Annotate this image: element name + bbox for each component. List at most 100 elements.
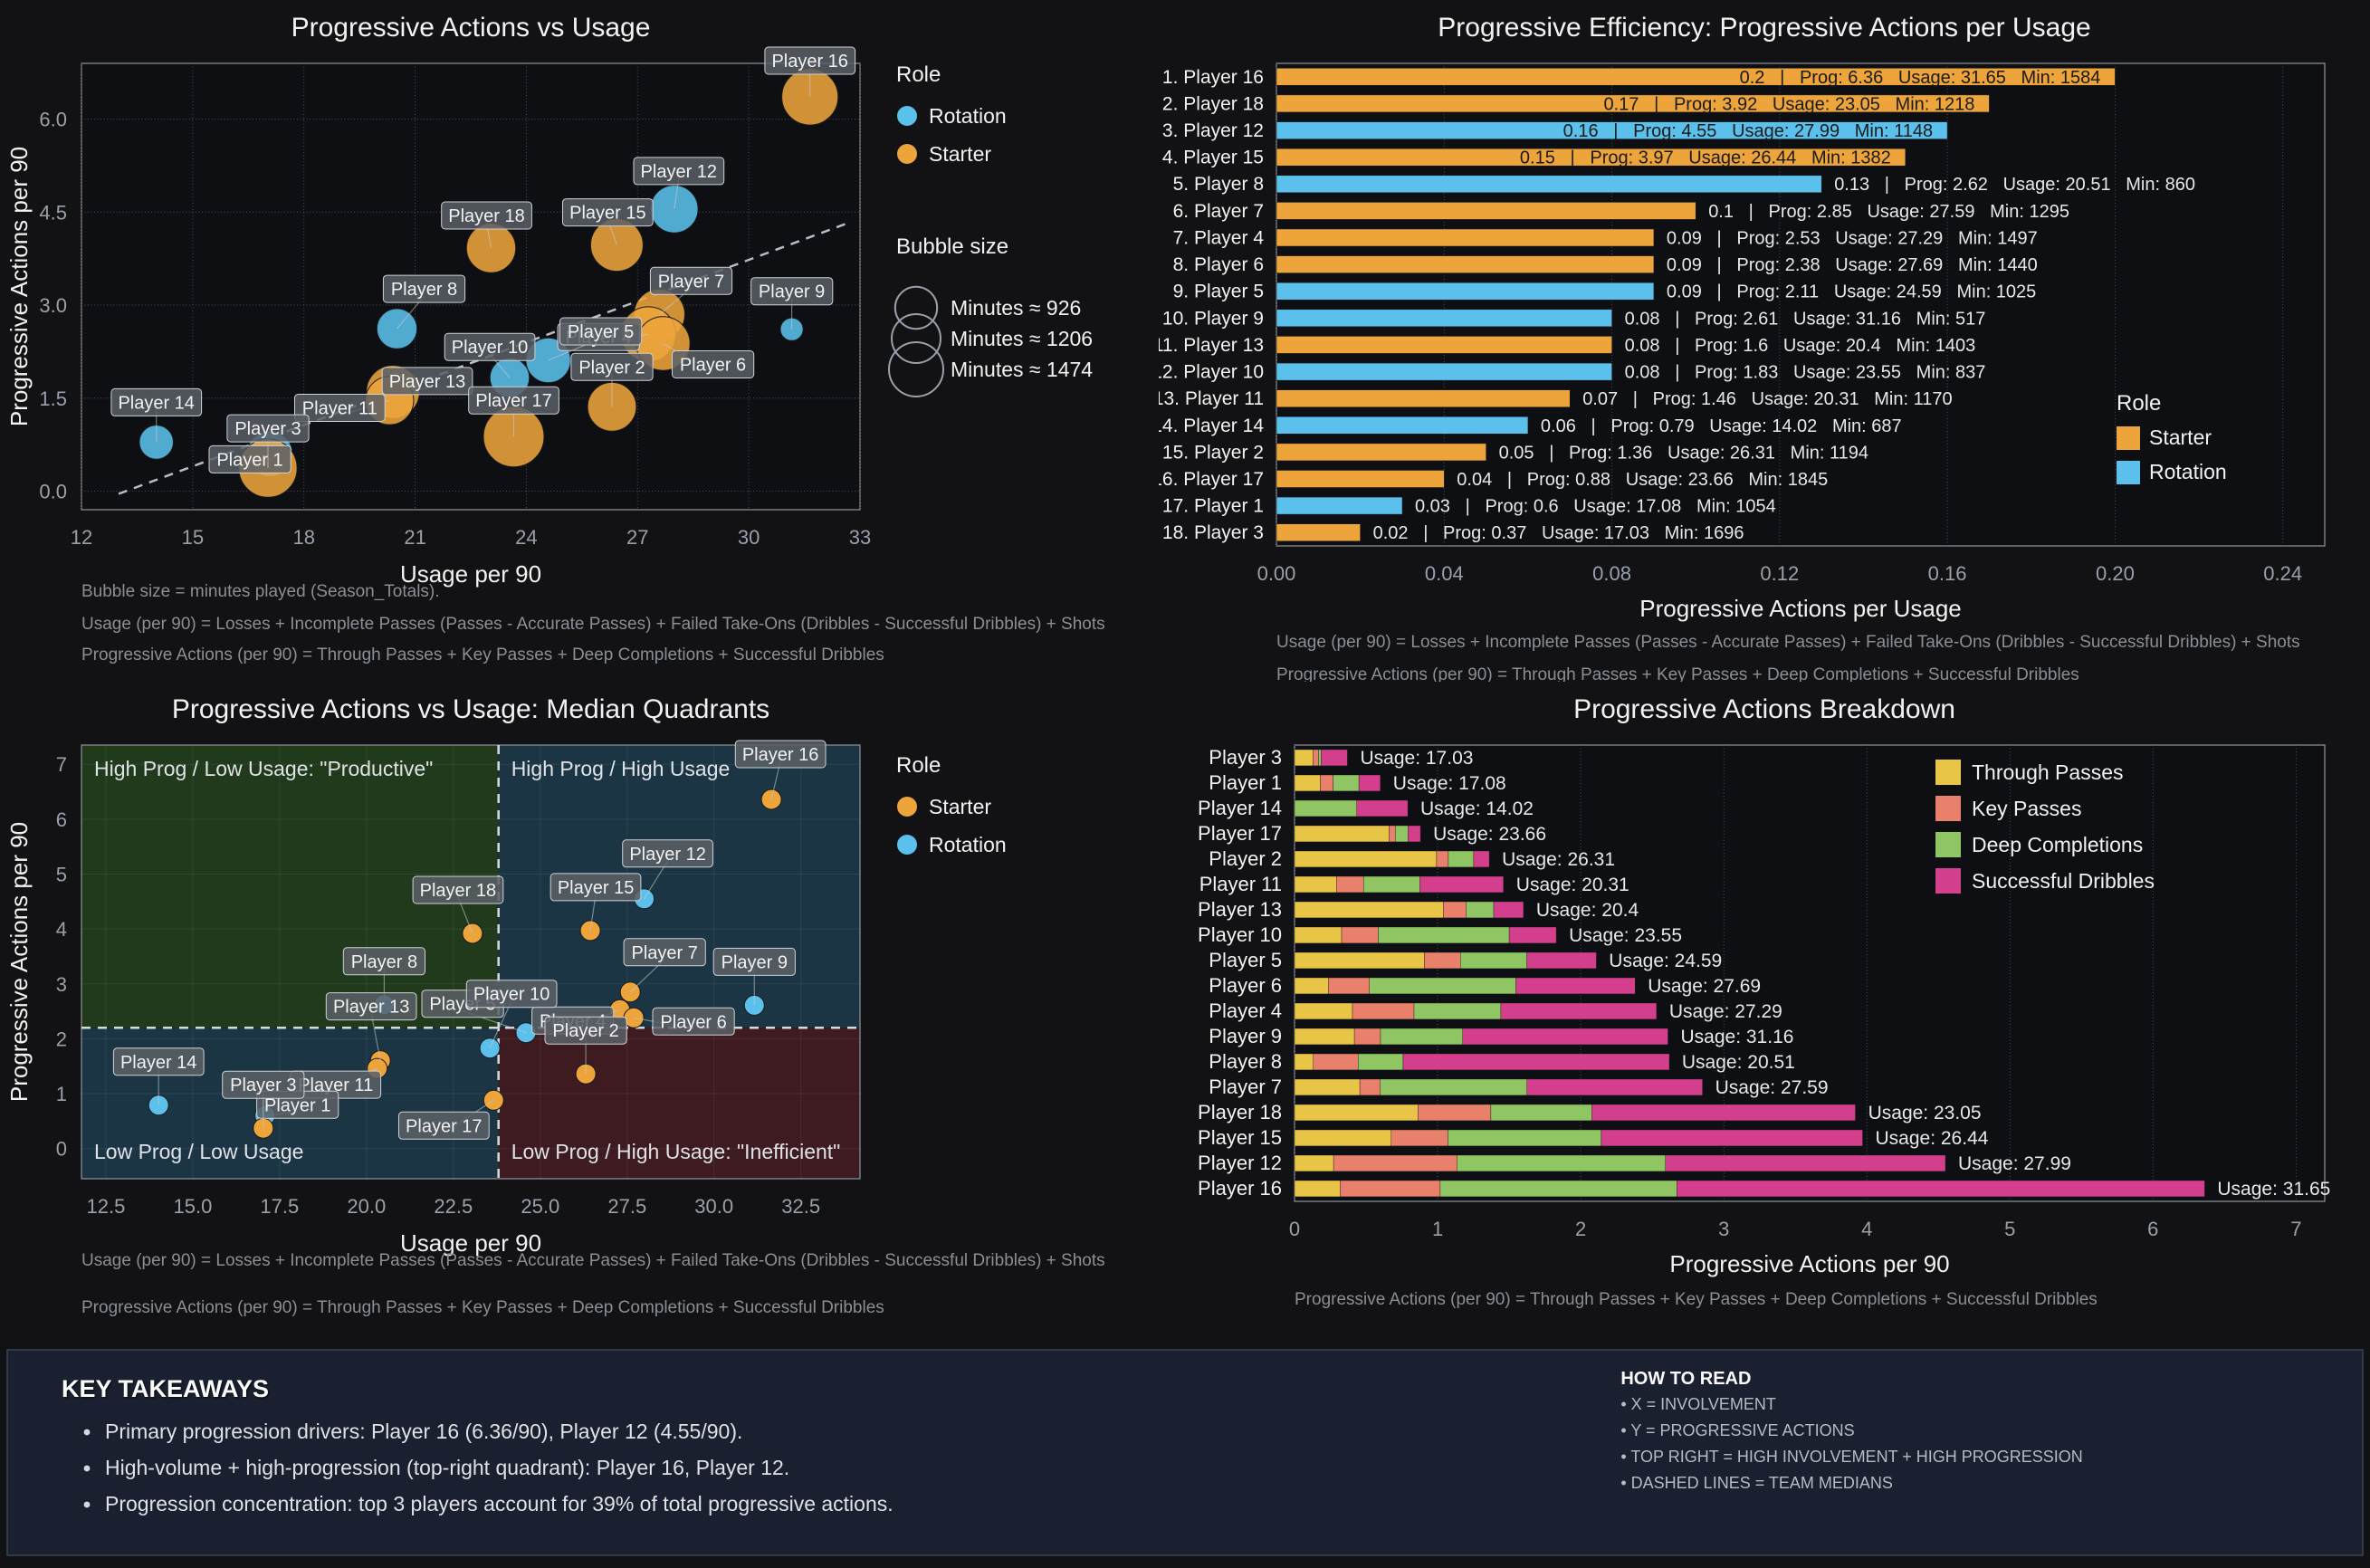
svg-text:0.08 | Prog: 1.6 Usage:: 0.08 | Prog: 1.6 Usage: 20.4 Min: 1403 <box>1625 336 1976 356</box>
svg-text:Player 11: Player 11 <box>1199 873 1282 895</box>
svg-text:Player 6: Player 6 <box>1209 974 1282 997</box>
svg-text:High-volume + high-progression: High-volume + high-progression (top-righ… <box>105 1456 789 1479</box>
svg-text:22.5: 22.5 <box>434 1195 473 1218</box>
svg-text:30: 30 <box>738 526 760 549</box>
svg-text:0.08: 0.08 <box>1592 562 1631 585</box>
svg-text:Progressive Actions per 90: Progressive Actions per 90 <box>5 822 33 1102</box>
svg-text:Player 1: Player 1 <box>1209 771 1282 794</box>
svg-text:0.09 | Prog: 2.38 Usage:: 0.09 | Prog: 2.38 Usage: 27.69 Min: 1440 <box>1667 255 2038 275</box>
svg-text:12. Player 10: 12. Player 10 <box>1159 362 1264 383</box>
svg-text:33: 33 <box>849 526 871 549</box>
svg-text:0.1 | Prog: 2.85 Usage:: 0.1 | Prog: 2.85 Usage: 27.59 Min: 1295 <box>1708 202 2069 222</box>
svg-text:0.12: 0.12 <box>1760 562 1799 585</box>
svg-text:0.17 | Prog: 3.92 Usage:: 0.17 | Prog: 3.92 Usage: 23.05 Min: 1218 <box>1603 94 1974 114</box>
svg-text:Usage: 27.69: Usage: 27.69 <box>1648 976 1761 997</box>
svg-text:1. Player 16: 1. Player 16 <box>1162 67 1264 88</box>
svg-text:15. Player 2: 15. Player 2 <box>1162 442 1264 463</box>
svg-text:Player 7: Player 7 <box>1209 1076 1282 1098</box>
svg-text:Usage: 23.66: Usage: 23.66 <box>1433 824 1546 845</box>
svg-text:Usage: 31.65: Usage: 31.65 <box>2217 1179 2330 1200</box>
svg-text:Player 2: Player 2 <box>552 1021 618 1041</box>
svg-text:6.0: 6.0 <box>39 109 67 131</box>
svg-text:Usage: 27.59: Usage: 27.59 <box>1715 1077 1829 1098</box>
svg-text:Player 7: Player 7 <box>632 943 698 963</box>
svg-text:Player 16: Player 16 <box>1198 1177 1282 1200</box>
svg-text:15: 15 <box>182 526 204 549</box>
svg-text:0.09 | Prog: 2.11 Usage:: 0.09 | Prog: 2.11 Usage: 24.59 Min: 1025 <box>1667 282 2036 302</box>
svg-text:12.5: 12.5 <box>86 1195 125 1218</box>
svg-text:Player 14: Player 14 <box>1198 797 1282 819</box>
svg-text:0.24: 0.24 <box>2263 562 2302 585</box>
svg-text:Player 2: Player 2 <box>1209 847 1282 870</box>
svg-text:Progressive Actions per 90: Progressive Actions per 90 <box>5 147 33 426</box>
svg-text:Player 14: Player 14 <box>120 1053 197 1073</box>
svg-text:3: 3 <box>1718 1218 1729 1240</box>
svg-text:0: 0 <box>1289 1218 1300 1240</box>
svg-text:0.0: 0.0 <box>39 481 67 503</box>
svg-text:4. Player 15: 4. Player 15 <box>1162 148 1264 168</box>
svg-text:18. Player 3: 18. Player 3 <box>1162 522 1264 543</box>
svg-text:3. Player 12: 3. Player 12 <box>1162 120 1264 141</box>
svg-text:Player 8: Player 8 <box>351 952 417 972</box>
svg-text:10. Player 9: 10. Player 9 <box>1162 308 1264 329</box>
svg-text:Player 6: Player 6 <box>660 1012 726 1032</box>
svg-text:0.13 | Prog: 2.62 Usage:: 0.13 | Prog: 2.62 Usage: 20.51 Min: 860 <box>1834 175 2195 195</box>
svg-text:0.15 | Prog: 3.97 Usage:: 0.15 | Prog: 3.97 Usage: 26.44 Min: 1382 <box>1520 148 1891 168</box>
svg-text:2: 2 <box>56 1028 67 1050</box>
svg-text:Player 10: Player 10 <box>1198 923 1282 946</box>
svg-text:Progressive Actions (per 90) =: Progressive Actions (per 90) = Through P… <box>81 1298 884 1317</box>
svg-text:Starter: Starter <box>929 795 991 818</box>
svg-text:Player 18: Player 18 <box>448 206 525 226</box>
svg-text:20.0: 20.0 <box>347 1195 386 1218</box>
svg-text:17. Player 1: 17. Player 1 <box>1162 496 1264 517</box>
svg-text:0.08 | Prog: 2.61 Usage:: 0.08 | Prog: 2.61 Usage: 31.16 Min: 517 <box>1625 309 1986 329</box>
svg-text:Player 13: Player 13 <box>389 372 466 392</box>
svg-text:Progressive Actions (per 90) =: Progressive Actions (per 90) = Through P… <box>1295 1290 2098 1309</box>
svg-text:25.0: 25.0 <box>521 1195 559 1218</box>
svg-text:0.2 | Prog: 6.36 Usage:: 0.2 | Prog: 6.36 Usage: 31.65 Min: 1584 <box>1740 68 2101 88</box>
svg-text:Progressive Actions (per 90) =: Progressive Actions (per 90) = Through P… <box>81 645 884 664</box>
svg-text:4.5: 4.5 <box>39 201 67 224</box>
svg-text:17.5: 17.5 <box>260 1195 299 1218</box>
svg-text:Player 10: Player 10 <box>473 985 550 1005</box>
svg-text:Usage (per 90) = Losses + Inco: Usage (per 90) = Losses + Incomplete Pas… <box>81 1251 1105 1270</box>
svg-text:Usage: 17.03: Usage: 17.03 <box>1361 748 1474 769</box>
svg-text:3.0: 3.0 <box>39 294 67 317</box>
svg-text:24: 24 <box>515 526 537 549</box>
svg-text:0.03 | Prog: 0.6 Usage:: 0.03 | Prog: 0.6 Usage: 17.08 Min: 1054 <box>1415 497 1776 517</box>
svg-text:0.09 | Prog: 2.53 Usage:: 0.09 | Prog: 2.53 Usage: 27.29 Min: 1497 <box>1667 229 2038 249</box>
svg-text:5: 5 <box>56 864 67 886</box>
svg-text:8. Player 6: 8. Player 6 <box>1173 254 1264 275</box>
svg-text:Role: Role <box>896 753 941 778</box>
svg-text:0.07 | Prog: 1.46 Usage:: 0.07 | Prog: 1.46 Usage: 20.31 Min: 1170 <box>1582 389 1952 409</box>
svg-text:6: 6 <box>2147 1218 2158 1240</box>
svg-text:7. Player 4: 7. Player 4 <box>1173 228 1265 249</box>
svg-text:Usage: 20.4: Usage: 20.4 <box>1536 900 1639 921</box>
svg-text:7: 7 <box>2290 1218 2301 1240</box>
svg-text:Usage: 24.59: Usage: 24.59 <box>1609 951 1722 971</box>
svg-text:Player 15: Player 15 <box>558 878 635 898</box>
svg-text:0.08 | Prog: 1.83 Usage:: 0.08 | Prog: 1.83 Usage: 23.55 Min: 837 <box>1625 363 1986 383</box>
svg-text:Player 16: Player 16 <box>771 52 848 72</box>
svg-text:1.5: 1.5 <box>39 387 67 410</box>
svg-text:0.20: 0.20 <box>2096 562 2135 585</box>
svg-text:Player 3: Player 3 <box>234 419 301 439</box>
svg-text:Role: Role <box>2117 391 2161 416</box>
svg-text:Player 15: Player 15 <box>1198 1126 1282 1149</box>
svg-text:30.0: 30.0 <box>694 1195 733 1218</box>
svg-text:• X = INVOLVEMENT: • X = INVOLVEMENT <box>1620 1395 1776 1413</box>
svg-text:Usage: 26.44: Usage: 26.44 <box>1876 1128 1989 1149</box>
svg-text:Successful Dribbles: Successful Dribbles <box>1972 869 2155 893</box>
svg-text:21: 21 <box>404 526 425 549</box>
svg-text:11. Player 13: 11. Player 13 <box>1159 335 1264 356</box>
svg-text:Player 11: Player 11 <box>302 399 377 419</box>
svg-text:0.16 | Prog: 4.55 Usage:: 0.16 | Prog: 4.55 Usage: 27.99 Min: 1148 <box>1563 121 1933 141</box>
svg-text:Bubble size = minutes played (: Bubble size = minutes played (Season_Tot… <box>81 582 440 601</box>
svg-text:0.04: 0.04 <box>1425 562 1464 585</box>
svg-text:Player 9: Player 9 <box>759 282 825 302</box>
svg-text:Player 18: Player 18 <box>420 881 497 901</box>
svg-text:Usage: 31.16: Usage: 31.16 <box>1681 1027 1794 1047</box>
svg-text:Rotation: Rotation <box>2149 460 2227 483</box>
svg-text:• TOP RIGHT = HIGH INVOLVEMENT: • TOP RIGHT = HIGH INVOLVEMENT + HIGH PR… <box>1620 1448 2082 1466</box>
svg-text:3: 3 <box>56 973 67 996</box>
